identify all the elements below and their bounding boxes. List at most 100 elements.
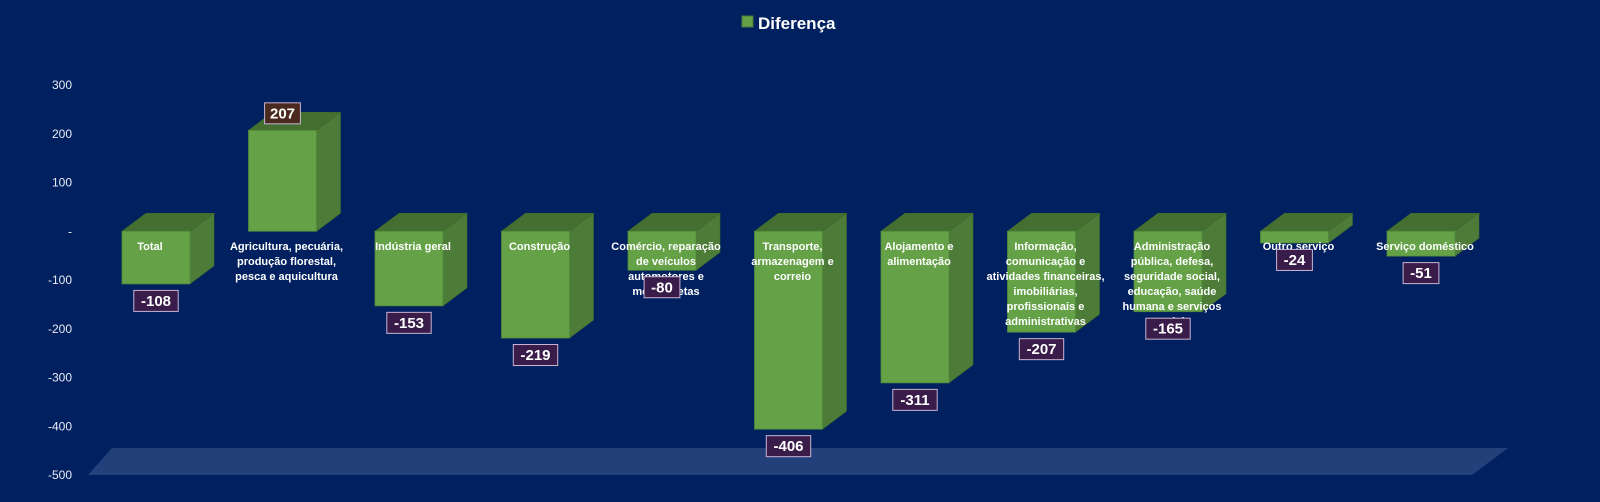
data-label-text: -219 [520, 347, 550, 364]
category-label-line: Total [137, 241, 162, 253]
bar-front [501, 230, 570, 339]
data-label-text: -80 [651, 279, 673, 296]
floor-plane [88, 448, 1508, 475]
bar [880, 212, 974, 384]
data-label-box [1402, 262, 1440, 285]
bar-front [121, 230, 191, 285]
category-label-line: Transporte, [763, 241, 823, 253]
data-label-text: -311 [900, 392, 929, 409]
data-label: -165 [1145, 317, 1191, 340]
category-label-line: pesca e aquicultura [235, 271, 339, 283]
bar-front [1386, 230, 1456, 257]
y-tick-label: -300 [48, 371, 72, 385]
bar [247, 111, 342, 232]
data-label-text: -24 [1284, 252, 1306, 269]
data-label-box [765, 435, 812, 458]
bar [500, 212, 595, 339]
category-label: Administração pública, defesa, seguridade … [1122, 241, 1221, 328]
data-label-text: -207 [1026, 341, 1056, 358]
category-label-line: Agricultura, pecuária, [230, 241, 343, 253]
category-label-line: produção florestal, [237, 256, 336, 268]
bar-front [627, 230, 697, 271]
data-label: -108 [133, 289, 179, 312]
category-label: Agricultura, pecuária, produção florestal… [230, 241, 343, 283]
y-tick-label: 300 [52, 78, 72, 92]
category-label-line: alimentação [887, 256, 951, 268]
category-label-line: seguridade social, [1124, 271, 1220, 283]
category-label: Alojamento e alimentação [884, 241, 953, 268]
data-label: -311 [892, 388, 938, 411]
data-label: -406 [765, 435, 812, 458]
data-label-box [264, 102, 301, 125]
data-label-text: -108 [141, 293, 171, 310]
data-label: -80 [643, 276, 681, 299]
data-label-box [1276, 248, 1313, 271]
bar-front [1133, 230, 1203, 313]
data-label: -219 [512, 344, 559, 367]
data-label: -24 [1276, 248, 1313, 271]
data-label-box [386, 311, 432, 334]
bar [1006, 212, 1101, 333]
bar [1386, 212, 1480, 257]
legend-swatch [741, 15, 754, 28]
legend-label: Diferença [758, 14, 836, 33]
data-label-box [892, 388, 938, 411]
y-tick-label: - [68, 224, 72, 238]
category-label-line: armazenagem e [751, 256, 834, 268]
bar-front [880, 230, 950, 384]
category-label: Indústria geral [375, 241, 451, 253]
bar-front [374, 230, 444, 307]
bar [1133, 212, 1227, 313]
category-label-line: pública, defesa, [1131, 256, 1214, 268]
data-label: -51 [1402, 262, 1440, 285]
category-label-line: Alojamento e [884, 241, 953, 253]
bar-front [754, 230, 823, 430]
data-label-text: 207 [270, 105, 295, 122]
bar-side [948, 212, 974, 384]
y-tick-label: -200 [48, 322, 72, 336]
category-label-line: atividades financeiras, [987, 271, 1105, 283]
category-label-line: Administração [1134, 241, 1211, 253]
data-label-box [643, 276, 681, 299]
bar-front [1007, 230, 1076, 333]
category-label: Serviço doméstico [1376, 241, 1474, 253]
data-label-box [1018, 338, 1065, 361]
bar [121, 212, 215, 285]
category-label-line: Serviço doméstico [1376, 241, 1474, 253]
data-label-box [1145, 317, 1191, 340]
category-label-line: Indústria geral [375, 241, 451, 253]
bar [374, 212, 468, 307]
category-label: Transporte, armazenagem e correio [751, 241, 834, 283]
category-label-line: profissionais e [1007, 301, 1085, 313]
category-label-line: Comércio, reparação [611, 241, 721, 253]
category-label-line: educação, saúde [1128, 286, 1217, 298]
data-label-text: -406 [773, 438, 803, 455]
category-label-line: humana e serviços [1122, 301, 1221, 313]
data-label: -153 [386, 311, 432, 334]
y-tick-label: -400 [48, 419, 72, 433]
category-label-line: imobiliárias, [1013, 286, 1077, 298]
bar-side [569, 212, 594, 339]
bar [1259, 212, 1354, 244]
data-label: 207 [264, 102, 301, 125]
bar-side [316, 111, 341, 232]
bar [627, 212, 721, 271]
data-label-box [133, 289, 179, 312]
y-tick-label: -500 [48, 468, 72, 482]
y-tick-label: -100 [48, 273, 72, 287]
data-label-text: -51 [1410, 265, 1432, 282]
y-tick-label: 200 [52, 127, 72, 141]
bar-front [1260, 230, 1329, 244]
data-label-box [512, 344, 559, 367]
bar [753, 212, 848, 430]
data-label: -207 [1018, 338, 1065, 361]
category-label-line: Construção [509, 241, 570, 253]
category-label-line: de veículos [636, 256, 696, 268]
category-label-line: correio [774, 271, 812, 283]
bar-front [248, 129, 317, 232]
category-label: Informação, comunicação e atividades finan… [987, 241, 1105, 328]
data-label-text: -153 [394, 315, 424, 332]
category-label: Construção [509, 241, 570, 253]
